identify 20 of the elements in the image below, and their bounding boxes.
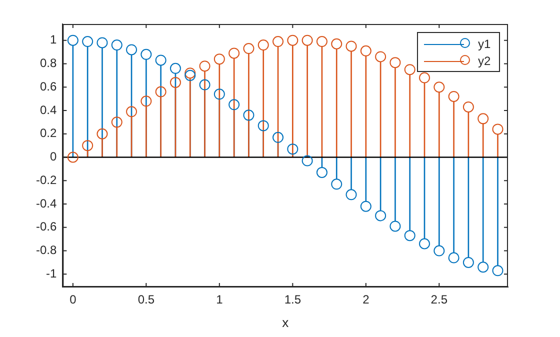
y-tick-label: -0.6 xyxy=(36,220,57,234)
x-tick-label: 1.5 xyxy=(284,292,302,307)
y-tick-label: 0.4 xyxy=(40,102,57,117)
x-tick-label: 2.5 xyxy=(430,292,448,307)
y-tick-label: -1 xyxy=(46,266,57,280)
y-tick-label: -0.4 xyxy=(36,196,57,210)
x-axis-title: x xyxy=(282,314,290,330)
y-tick-label: 0.8 xyxy=(40,56,57,70)
x-tick-label: 2 xyxy=(362,292,370,307)
y-tick-label: 0.6 xyxy=(40,79,57,94)
y-tick-label: -0.8 xyxy=(36,243,57,258)
y-tick-label: -0.2 xyxy=(36,172,57,187)
y-tick-label: 0 xyxy=(50,150,57,164)
legend-label: y1 xyxy=(478,36,491,50)
y-tick-label: 0.2 xyxy=(40,126,57,140)
x-tick-label: 0 xyxy=(70,292,77,307)
y-tick-label: 1 xyxy=(50,32,57,47)
legend-label: y2 xyxy=(478,54,491,68)
x-tick-label: 0.5 xyxy=(138,292,155,307)
x-tick-label: 1 xyxy=(216,292,224,307)
